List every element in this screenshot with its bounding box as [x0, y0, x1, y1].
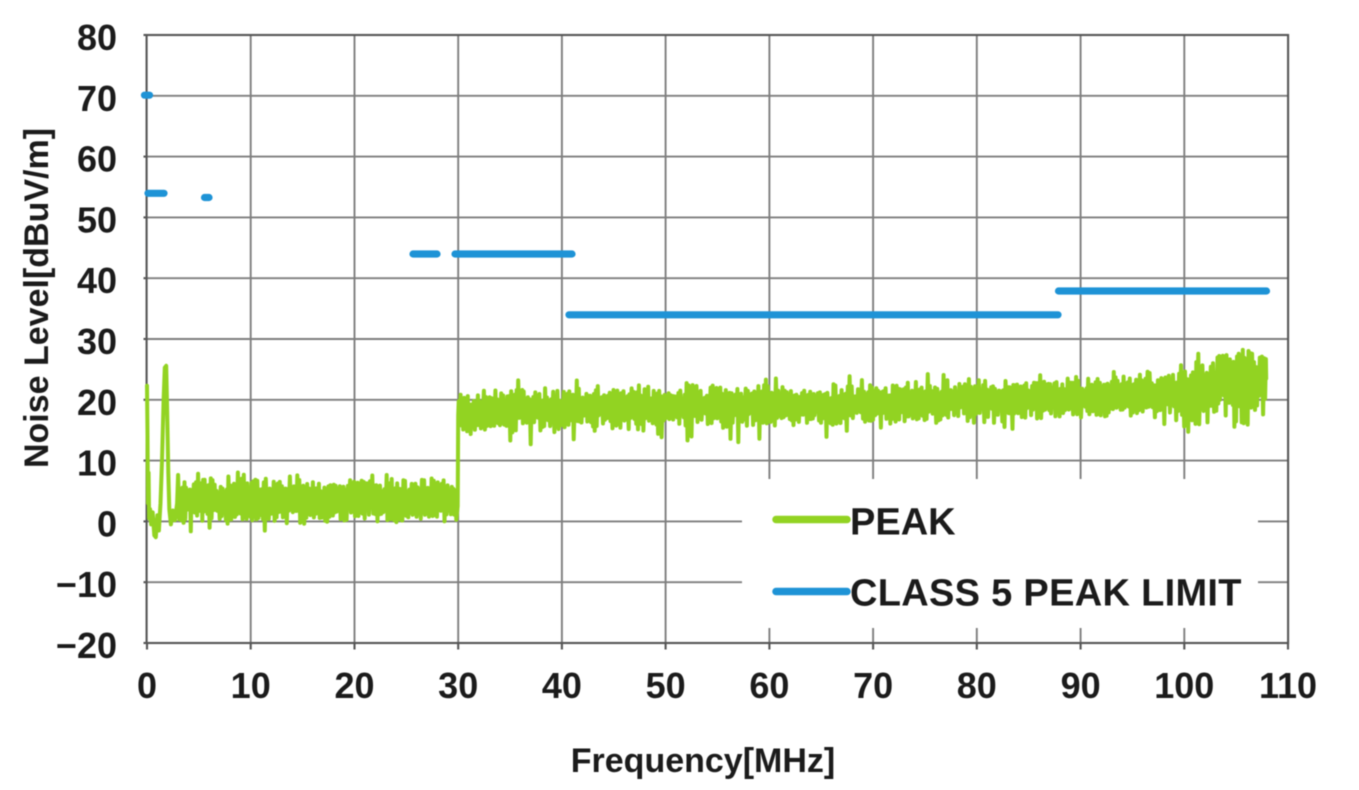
- svg-text:−20: −20: [56, 625, 117, 666]
- svg-text:10: 10: [231, 665, 271, 706]
- svg-text:PEAK: PEAK: [850, 502, 956, 544]
- svg-text:70: 70: [77, 78, 117, 119]
- svg-text:10: 10: [77, 443, 117, 484]
- svg-text:40: 40: [542, 665, 582, 706]
- svg-text:20: 20: [334, 665, 374, 706]
- svg-text:90: 90: [1061, 665, 1101, 706]
- svg-text:80: 80: [957, 665, 997, 706]
- svg-text:110: 110: [1259, 665, 1317, 706]
- svg-text:50: 50: [77, 199, 117, 240]
- svg-text:70: 70: [853, 665, 893, 706]
- svg-text:50: 50: [646, 665, 686, 706]
- svg-text:60: 60: [749, 665, 789, 706]
- svg-text:Frequency[MHz]: Frequency[MHz]: [571, 742, 835, 780]
- svg-text:−10: −10: [56, 564, 117, 605]
- svg-text:0: 0: [137, 665, 157, 706]
- svg-text:CLASS 5 PEAK LIMIT: CLASS 5 PEAK LIMIT: [850, 573, 1242, 615]
- svg-text:20: 20: [77, 382, 117, 423]
- svg-text:30: 30: [438, 665, 478, 706]
- svg-text:30: 30: [77, 321, 117, 362]
- svg-text:60: 60: [77, 139, 117, 180]
- svg-text:40: 40: [77, 260, 117, 301]
- svg-text:100: 100: [1154, 665, 1214, 706]
- svg-text:0: 0: [97, 503, 117, 544]
- svg-text:Noise Level[dBuV/m]: Noise Level[dBuV/m]: [18, 128, 56, 468]
- svg-text:80: 80: [77, 17, 117, 58]
